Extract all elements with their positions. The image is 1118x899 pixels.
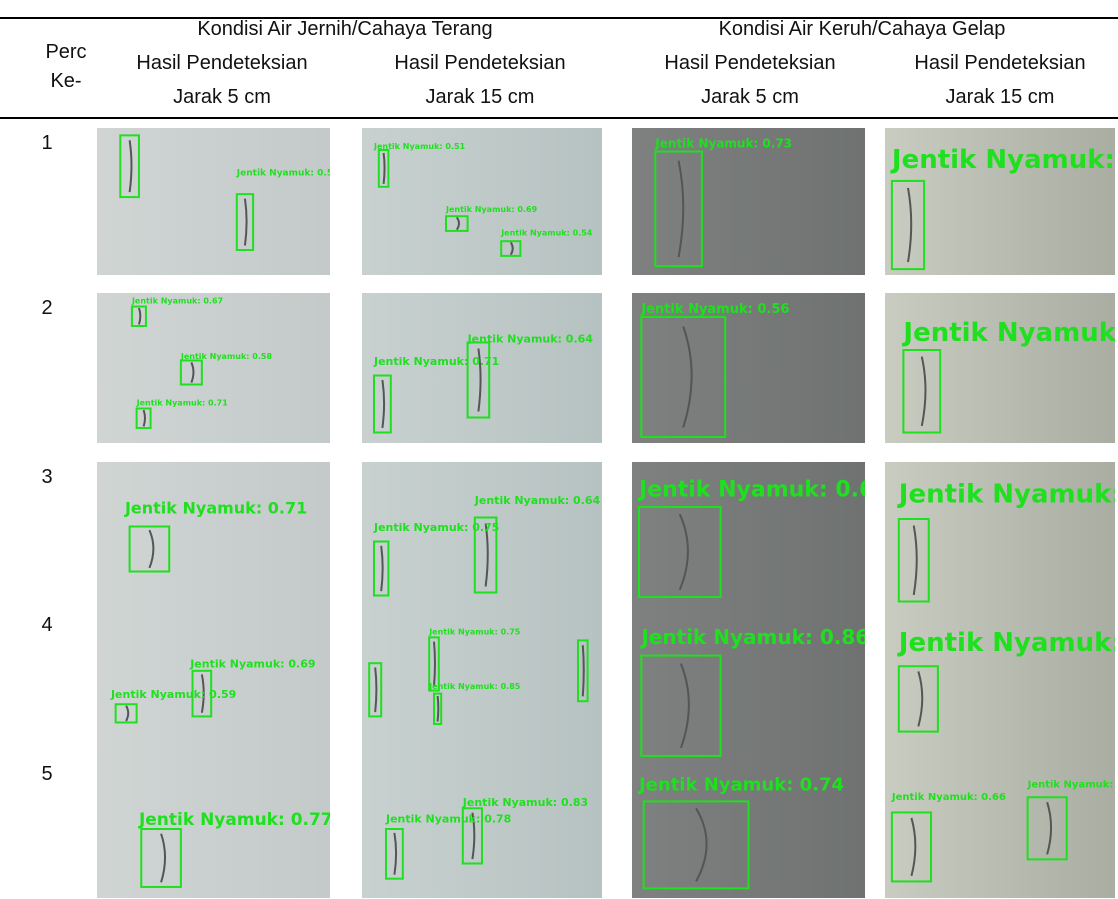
photo xyxy=(97,610,330,762)
detection-image: Jentik Nyamuk: 0.75 Jentik Nyamuk: 0.85 xyxy=(362,610,602,762)
group-header: Kondisi Air Jernih/Cahaya Terang xyxy=(197,18,492,41)
detection-label: Jentik Nyamuk: 0.73 xyxy=(654,137,792,151)
detection-label: Jentik Nyamuk: 0.60 xyxy=(890,145,1115,175)
row-number: 5 xyxy=(41,763,52,786)
detection-label: Jentik Nyamuk: 0.76 xyxy=(1027,779,1115,790)
detection-image: Jentik Nyamuk: 0.51 xyxy=(885,610,1115,762)
detection-label: Jentik Nyamuk: 0.57 xyxy=(897,479,1115,509)
row-number: 4 xyxy=(41,614,52,637)
row-number: 3 xyxy=(41,466,52,489)
photo xyxy=(97,462,330,612)
detection-image: Jentik Nyamuk: 0.60 xyxy=(885,128,1115,275)
larva xyxy=(434,642,435,687)
detection-label: Jentik Nyamuk: 0.65 xyxy=(637,477,865,502)
detection-image: Jentik Nyamuk: 0.73 xyxy=(632,128,865,275)
detection-label: Jentik Nyamuk: 0.71 xyxy=(373,355,499,368)
photo xyxy=(97,128,330,275)
detection-label: Jentik Nyamuk: 0.57 xyxy=(236,169,330,179)
detection-label: Jentik Nyamuk: 0.51 xyxy=(373,142,466,151)
column-header: Jarak 5 cm xyxy=(701,86,799,109)
detection-image: Jentik Nyamuk: 0.77 xyxy=(97,760,330,898)
detection-label: Jentik Nyamuk: 0.75 xyxy=(428,627,521,636)
photo xyxy=(362,462,602,612)
detection-image: Jentik Nyamuk: 0.71 xyxy=(97,462,330,612)
photo xyxy=(885,293,1115,443)
detection-label: Jentik Nyamuk: 0.51 xyxy=(897,628,1115,658)
detection-label: Jentik Nyamuk: 0.56 xyxy=(640,302,789,317)
column-header: Jarak 15 cm xyxy=(426,86,535,109)
detection-label: Jentik Nyamuk: 0.74 xyxy=(637,775,844,796)
detection-label: Jentik Nyamuk: 0.71 xyxy=(124,498,307,517)
row-number: 2 xyxy=(41,297,52,320)
column-header: Hasil Pendeteksian xyxy=(394,52,565,75)
column-header: Hasil Pendeteksian xyxy=(664,52,835,75)
detection-image: Jentik Nyamuk: 0.64 Jentik Nyamuk: 0.75 xyxy=(362,462,602,612)
detection-image: Jentik Nyamuk: 0.69 Jentik Nyamuk: 0.59 xyxy=(97,610,330,762)
column-header: Hasil Pendeteksian xyxy=(914,52,1085,75)
detection-image: Jentik Nyamuk: 0.64 Jentik Nyamuk: 0.71 xyxy=(362,293,602,443)
detection-image: Jentik Nyamuk: 0.51 Jentik Nyamuk: 0.69 Je… xyxy=(362,128,602,275)
detection-label: Jentik Nyamuk: 0.78 xyxy=(385,812,511,825)
larva xyxy=(384,153,385,184)
photo xyxy=(362,293,602,443)
detection-label: Jentik Nyamuk: 0.71 xyxy=(136,399,229,408)
row-number: 1 xyxy=(41,132,52,155)
detection-label: Jentik Nyamuk: 0.59 xyxy=(110,688,236,701)
detection-image: Jentik Nyamuk: 0.74 xyxy=(632,760,865,898)
group-header: Kondisi Air Keruh/Cahaya Gelap xyxy=(719,18,1006,41)
detection-image: Jentik Nyamuk: 0.66 Jentik Nyamuk: 0.76 xyxy=(885,760,1115,898)
rule xyxy=(0,117,1118,119)
header-perc: Perc Ke- xyxy=(41,38,91,96)
detection-image: Jentik Nyamuk: 0.86 xyxy=(632,610,865,762)
detection-label: Jentik Nyamuk: 0.83 xyxy=(462,796,588,809)
detection-image: Jentik Nyamuk: 0.57 xyxy=(97,128,330,275)
detection-label: Jentik Nyamuk: 0.75 xyxy=(373,521,499,534)
column-header: Jarak 5 cm xyxy=(173,86,271,109)
column-header: Hasil Pendeteksian xyxy=(136,52,307,75)
detection-label: Jentik Nyamuk: 0.54 xyxy=(500,229,593,238)
detection-image: Jentik Nyamuk: 0.56 xyxy=(632,293,865,443)
detection-image: Jentik Nyamuk: 0.83 Jentik Nyamuk: 0.78 xyxy=(362,760,602,898)
detection-image: Jentik Nyamuk: 0.65 xyxy=(632,462,865,612)
detection-label: Jentik Nyamuk: 0.77 xyxy=(138,810,330,830)
detection-label: Jentik Nyamuk: 0.69 xyxy=(445,205,538,214)
detection-label: Jentik Nyamuk: 0.64 xyxy=(474,494,601,507)
detection-image: Jentik Nyamuk: 0.67 Jentik Nyamuk: 0.58 Je… xyxy=(97,293,330,443)
larva xyxy=(583,645,584,696)
larva xyxy=(438,696,439,722)
detection-label: Jentik Nyamuk: 0.69 xyxy=(189,658,315,671)
column-header: Jarak 15 cm xyxy=(946,86,1055,109)
detection-image: Jentik Nyamuk: 0.57 xyxy=(885,462,1115,612)
detection-label: Jentik Nyamuk: 0.58 xyxy=(180,352,273,361)
detection-label: Jentik Nyamuk: 0.66 xyxy=(891,792,1006,803)
page: Perc Ke- Kondisi Air Jernih/Cahaya Teran… xyxy=(0,0,1118,899)
detection-label: Jentik Nyamuk: 0.86 xyxy=(639,625,865,649)
detection-label: Jentik Nyamuk: 0.67 xyxy=(131,297,223,306)
detection-label: Jentik Nyamuk: 0.85 xyxy=(428,682,521,691)
detection-image: Jentik Nyamuk: 0.50 xyxy=(885,293,1115,443)
detection-label: Jentik Nyamuk: 0.64 xyxy=(467,332,594,345)
detection-label: Jentik Nyamuk: 0.50 xyxy=(901,318,1115,348)
